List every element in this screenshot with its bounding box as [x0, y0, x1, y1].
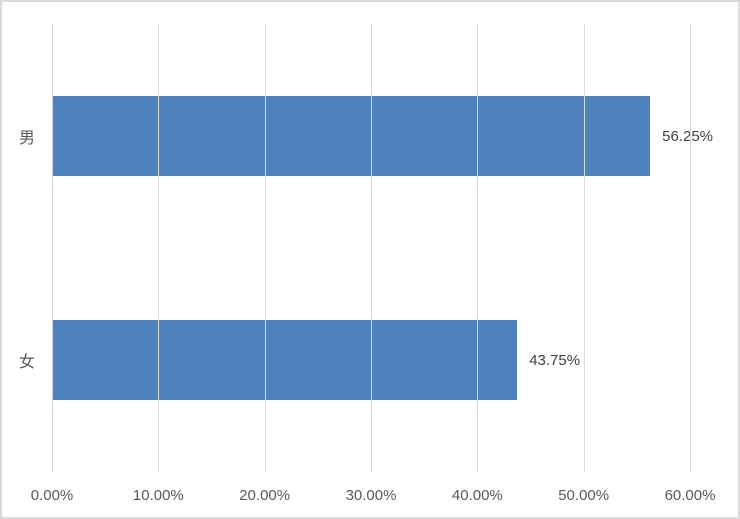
x-tick-label-30: 30.00%	[345, 487, 397, 504]
x-tick-label-60: 60.00%	[664, 487, 716, 504]
x-tick-label-0: 0.00%	[30, 487, 74, 504]
data-label-1: 56.25%	[662, 127, 713, 145]
plot-area: 56.25% 43.75%	[52, 24, 713, 472]
gridline-40	[477, 24, 479, 472]
category-label-2: 女	[18, 354, 35, 371]
bar-row-2: 43.75%	[52, 248, 690, 472]
x-tick-label-50: 50.00%	[558, 487, 610, 504]
gridline-60	[690, 24, 691, 472]
gridline-30	[371, 24, 372, 472]
category-label-1: 男	[18, 130, 35, 147]
x-tick-label-20: 20.00%	[239, 487, 291, 504]
gridline-10	[158, 24, 160, 472]
bar-2	[52, 320, 518, 400]
gridline-50	[583, 24, 585, 472]
data-label-2: 43.75%	[529, 351, 581, 369]
bar-1	[52, 96, 651, 176]
x-tick-label-40: 40.00%	[451, 487, 503, 504]
x-tick-label-10: 10.00%	[132, 487, 184, 504]
bars-layer: 56.25% 43.75%	[52, 24, 713, 472]
gridline-0	[52, 24, 53, 472]
bar-row-1: 56.25%	[52, 24, 713, 248]
gridline-20	[264, 24, 266, 472]
